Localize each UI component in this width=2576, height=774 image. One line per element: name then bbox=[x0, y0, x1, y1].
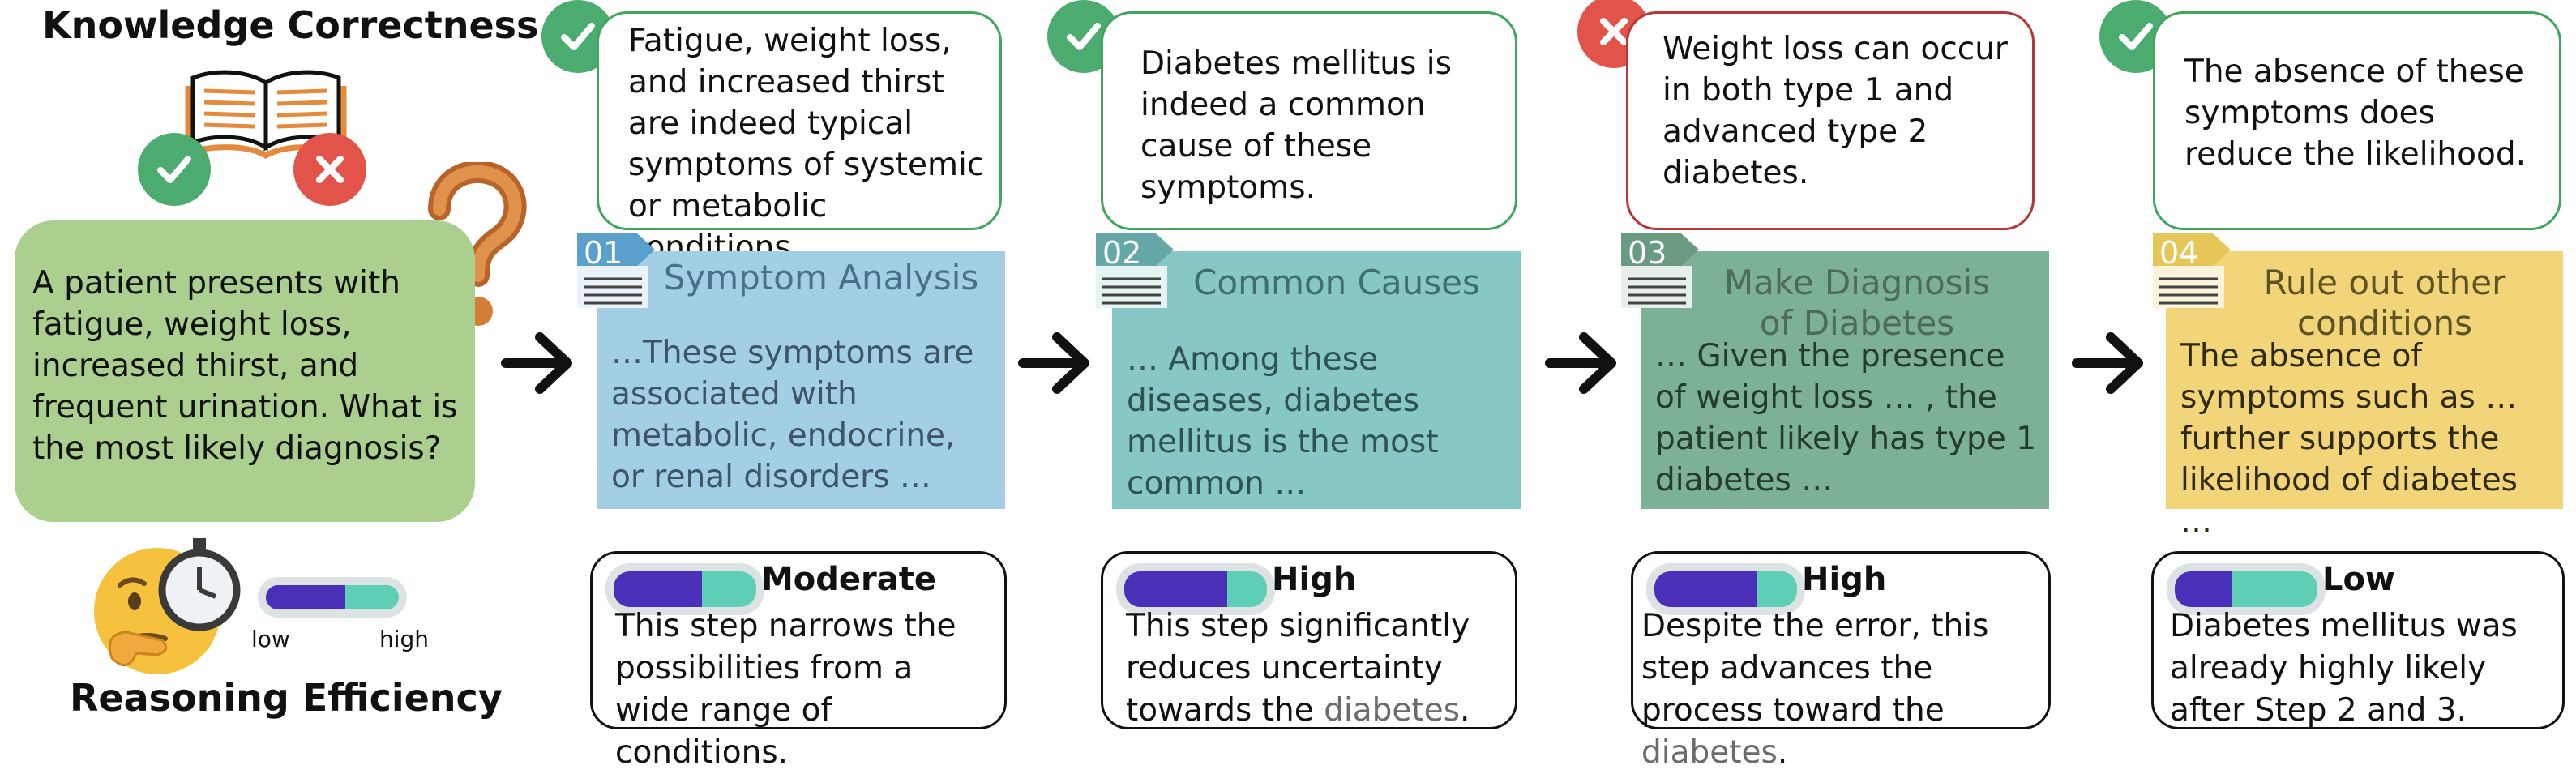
step4-efficiency-card: Low Diabetes mellitus was already highly… bbox=[2151, 551, 2565, 729]
step3-title: Make Diagnosis of Diabetes bbox=[1723, 263, 1991, 343]
book-icon bbox=[185, 70, 347, 160]
step1-panel: Symptom Analysis …These symptoms are ass… bbox=[597, 251, 1005, 509]
step1-efficiency-level: Moderate bbox=[761, 561, 937, 598]
step4-number-tag bbox=[2153, 233, 2231, 308]
step4-feedback: The absence of these symptoms does reduc… bbox=[2153, 11, 2561, 230]
step1-efficiency-card: Moderate This step narrows the possibili… bbox=[590, 551, 1007, 771]
step3-bar-fill bbox=[1654, 571, 1757, 607]
reasoning-efficiency-title: Reasoning Efficiency bbox=[70, 676, 503, 720]
step2-panel: Common Causes … Among these diseases, di… bbox=[1112, 251, 1521, 509]
step3-feedback: Weight loss can occur in both type 1 and… bbox=[1626, 11, 2035, 230]
step2-number-tag bbox=[1096, 233, 1174, 308]
arrow-right-icon bbox=[2072, 332, 2143, 394]
arrow-right-icon bbox=[501, 332, 572, 394]
step4-efficiency-text: Diabetes mellitus was already highly lik… bbox=[2170, 608, 2518, 729]
step1-feedback: Fatigue, weight loss, and increased thir… bbox=[597, 11, 1002, 266]
knowledge-correctness-title: Knowledge Correctness bbox=[42, 3, 539, 47]
legend-bar-high-label: high bbox=[379, 626, 430, 652]
step3-efficiency-text: Despite the error, this step advances th… bbox=[1641, 608, 1989, 771]
step4-efficiency-bar bbox=[2167, 563, 2326, 615]
step1-bar-fill bbox=[614, 571, 703, 607]
step3-panel: Make Diagnosis of Diabetes … Given the p… bbox=[1641, 251, 2049, 509]
step2-efficiency-card: High This step significantly reduces unc… bbox=[1101, 551, 1517, 729]
legend-incorrect-icon bbox=[293, 133, 366, 206]
step1-efficiency-text: This step narrows the possibilities from… bbox=[615, 608, 956, 771]
step2-body: … Among these diseases, diabetes mellitu… bbox=[1127, 341, 1439, 502]
step4-bar-fill bbox=[2175, 571, 2232, 607]
arrow-right-icon bbox=[1545, 332, 1616, 394]
step1-feedback-text: Fatigue, weight loss, and increased thir… bbox=[628, 23, 985, 266]
step4-title: Rule out other conditions bbox=[2263, 263, 2506, 343]
step1-body: …These symptoms are associated with meta… bbox=[611, 335, 974, 495]
question-text: A patient presents with fatigue, weight … bbox=[32, 265, 458, 467]
step4-body: The absence of symptoms such as … furthe… bbox=[2180, 338, 2518, 540]
step2-number: 02 bbox=[1102, 235, 1142, 271]
step3-number-tag bbox=[1621, 233, 1699, 308]
step3-body: … Given the presence of weight loss … , … bbox=[1655, 338, 2037, 498]
step1-number-tag bbox=[577, 233, 655, 308]
step3-efficiency-level: High bbox=[1802, 561, 1887, 598]
step3-efficiency-bar bbox=[1646, 563, 1805, 615]
step1-efficiency-bar bbox=[605, 563, 764, 615]
legend-bar-low-label: low bbox=[251, 626, 290, 652]
legend-bar-fill bbox=[266, 585, 346, 609]
thinking-face-icon bbox=[94, 538, 241, 674]
step3-number: 03 bbox=[1628, 235, 1667, 271]
step2-title: Common Causes bbox=[1193, 263, 1480, 302]
step1-title: Symptom Analysis bbox=[663, 258, 979, 297]
step2-feedback: Diabetes mellitus is indeed a common cau… bbox=[1101, 11, 1517, 230]
step2-efficiency-bar bbox=[1116, 563, 1275, 615]
step4-feedback-text: The absence of these symptoms does reduc… bbox=[2184, 53, 2527, 173]
step2-efficiency-level: High bbox=[1272, 561, 1357, 598]
question-bubble: A patient presents with fatigue, weight … bbox=[15, 220, 475, 522]
step2-bar-fill bbox=[1124, 571, 1227, 607]
legend-correct-icon bbox=[138, 133, 211, 206]
step1-number: 01 bbox=[584, 235, 623, 271]
step4-number: 04 bbox=[2159, 235, 2199, 271]
arrow-right-icon bbox=[1018, 332, 1089, 394]
step2-efficiency-text: This step significantly reduces uncertai… bbox=[1126, 608, 1470, 729]
step2-feedback-text: Diabetes mellitus is indeed a common cau… bbox=[1140, 45, 1452, 206]
step4-efficiency-level: Low bbox=[2322, 561, 2395, 598]
step3-efficiency-card: High Despite the error, this step advanc… bbox=[1631, 551, 2051, 771]
legend-efficiency-bar bbox=[258, 577, 407, 618]
step3-feedback-text: Weight loss can occur in both type 1 and… bbox=[1662, 31, 2008, 191]
step4-panel: Rule out other conditions The absence of… bbox=[2166, 251, 2563, 540]
